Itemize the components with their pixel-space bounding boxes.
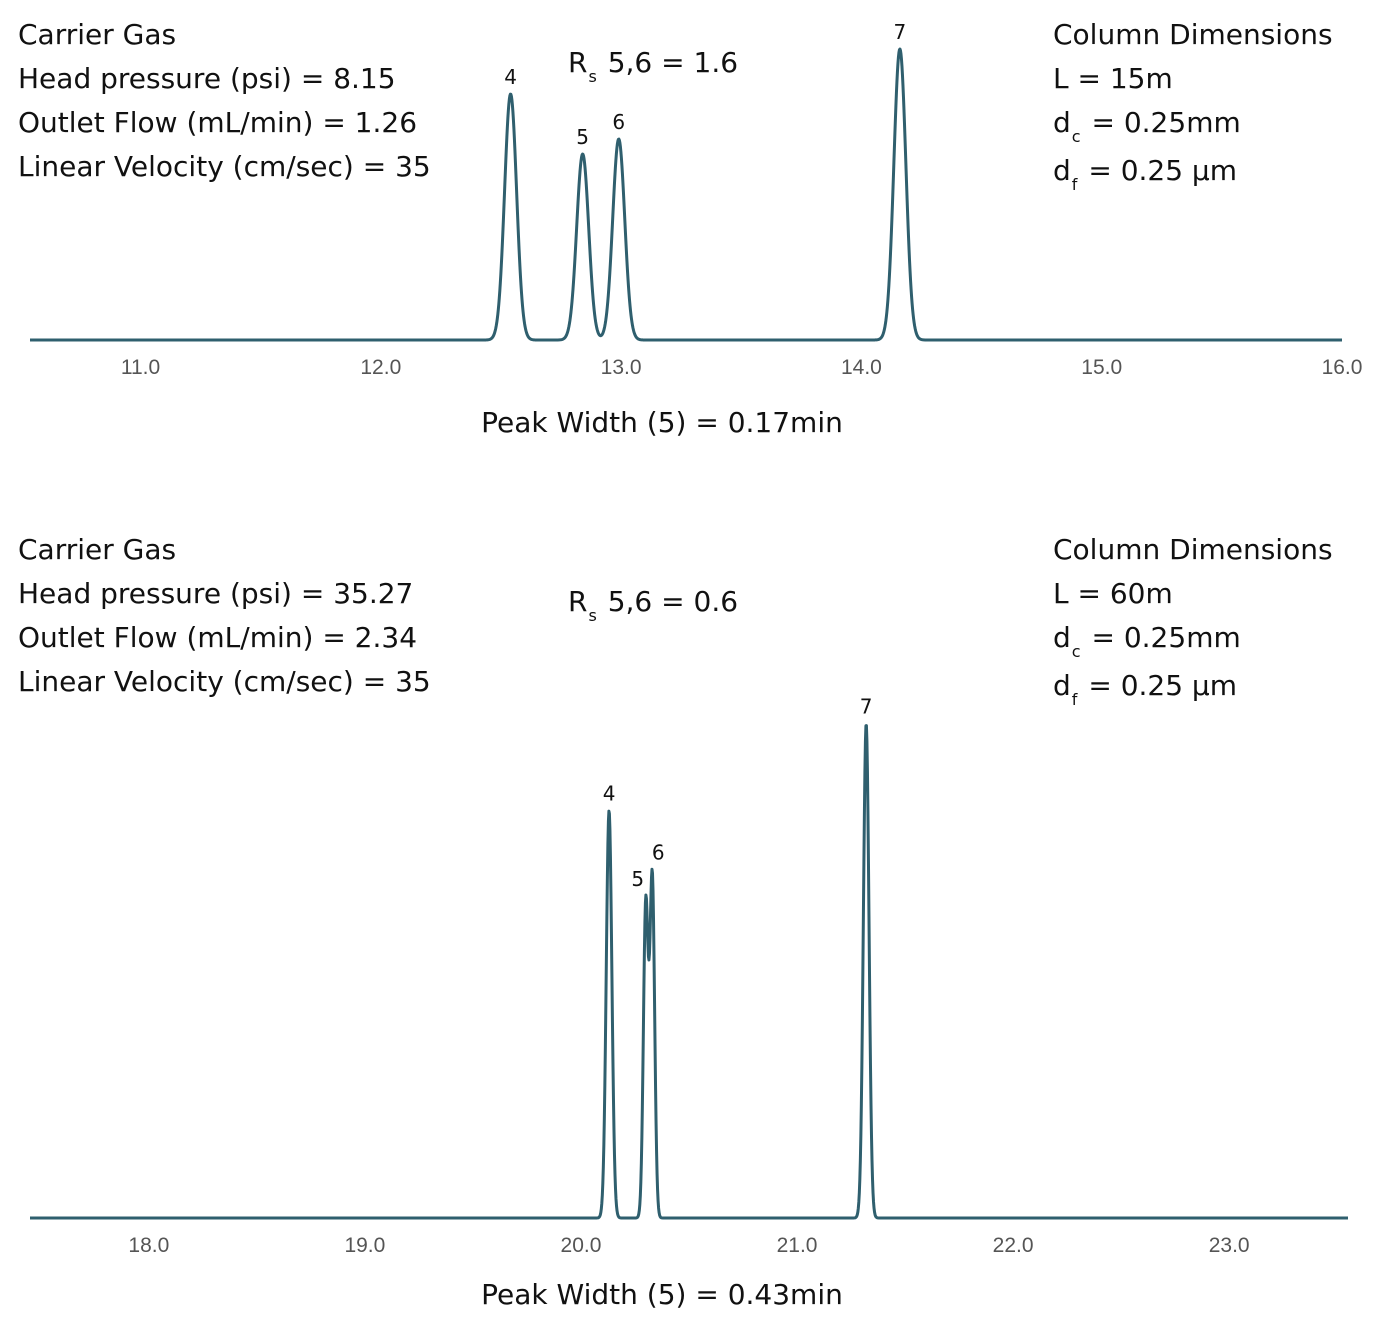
- column-dimensions-info: Column Dimensions L = 15m dc = 0.25mm df…: [1053, 13, 1333, 197]
- outlet-flow: Outlet Flow (mL/min) = 1.26: [18, 106, 418, 139]
- dc-symbol: d: [1053, 621, 1071, 654]
- df-value: = 0.25 μm: [1088, 154, 1238, 187]
- x-tick-label: 23.0: [1209, 1234, 1250, 1257]
- peak-label: 7: [893, 20, 906, 44]
- chromatogram-trace: [29, 724, 1349, 1220]
- resolution-label: Rs 5,6 = 1.6: [568, 46, 739, 86]
- x-tick-label: 22.0: [993, 1234, 1034, 1257]
- dc-subscript: c: [1071, 127, 1081, 146]
- x-tick-label: 18.0: [128, 1234, 169, 1257]
- rs-subscript: s: [588, 67, 597, 86]
- column-dimensions-heading: Column Dimensions: [1053, 18, 1333, 51]
- linear-velocity: Linear Velocity (cm/sec) = 35: [18, 665, 431, 698]
- x-tick-label: 19.0: [344, 1234, 385, 1257]
- resolution-label: Rs 5,6 = 0.6: [568, 585, 739, 625]
- rs-symbol: R: [568, 46, 588, 79]
- dc-subscript: c: [1071, 642, 1081, 661]
- peak-label: 4: [603, 782, 616, 806]
- peak-label: 7: [860, 695, 873, 719]
- df-value: = 0.25 μm: [1088, 669, 1238, 702]
- x-tick-label: 12.0: [360, 356, 401, 379]
- rs-value: 5,6 = 1.6: [607, 46, 739, 79]
- rs-subscript: s: [588, 606, 597, 625]
- film-thickness: df = 0.25 μm: [1053, 149, 1333, 197]
- peak-label: 6: [652, 841, 665, 865]
- x-tick-label: 15.0: [1081, 356, 1122, 379]
- peak-label: 6: [612, 110, 625, 134]
- head-pressure: Head pressure (psi) = 35.27: [18, 577, 414, 610]
- column-diameter: dc = 0.25mm: [1053, 616, 1333, 664]
- chromatogram-panel-60m: Carrier Gas Head pressure (psi) = 35.27 …: [0, 515, 1384, 1323]
- dc-symbol: d: [1053, 106, 1071, 139]
- column-dimensions-info: Column Dimensions L = 60m dc = 0.25mm df…: [1053, 528, 1333, 712]
- chromatogram-plot-15m: 11.0 12.0 13.0 14.0 15.0 16.0 4 56 7: [29, 20, 1363, 379]
- outlet-flow: Outlet Flow (mL/min) = 2.34: [18, 621, 418, 654]
- column-dimensions-heading: Column Dimensions: [1053, 533, 1333, 566]
- peak-width-label: Peak Width (5) = 0.17min: [481, 406, 843, 439]
- carrier-gas-heading: Carrier Gas: [18, 18, 177, 51]
- x-tick-label: 11.0: [121, 356, 160, 379]
- x-tick-label: 16.0: [1322, 356, 1363, 379]
- peak-label: 5: [576, 125, 589, 149]
- column-diameter: dc = 0.25mm: [1053, 101, 1333, 149]
- df-subscript: f: [1071, 175, 1078, 194]
- peak-label: 4: [504, 65, 517, 89]
- peak-label: 5: [631, 867, 644, 891]
- df-symbol: d: [1053, 669, 1071, 702]
- carrier-gas-info: Carrier Gas Head pressure (psi) = 35.27 …: [18, 528, 431, 704]
- x-tick-label: 20.0: [561, 1234, 602, 1257]
- chromatogram-plot-60m: 18.0 19.0 20.0 21.0 22.0 23.0 4 56 7: [29, 695, 1349, 1257]
- carrier-gas-heading: Carrier Gas: [18, 533, 177, 566]
- rs-symbol: R: [568, 585, 588, 618]
- linear-velocity: Linear Velocity (cm/sec) = 35: [18, 150, 431, 183]
- film-thickness: df = 0.25 μm: [1053, 664, 1333, 712]
- rs-value: 5,6 = 0.6: [607, 585, 739, 618]
- x-tick-label: 21.0: [777, 1234, 818, 1257]
- column-length: L = 15m: [1053, 62, 1173, 95]
- chromatogram-trace: [29, 47, 1343, 342]
- df-symbol: d: [1053, 154, 1071, 187]
- carrier-gas-info: Carrier Gas Head pressure (psi) = 8.15 O…: [18, 13, 431, 189]
- df-subscript: f: [1071, 690, 1078, 709]
- peak-width-label: Peak Width (5) = 0.43min: [481, 1278, 843, 1311]
- column-length: L = 60m: [1053, 577, 1173, 610]
- chromatogram-panel-15m: Carrier Gas Head pressure (psi) = 8.15 O…: [0, 0, 1384, 460]
- head-pressure: Head pressure (psi) = 8.15: [18, 62, 396, 95]
- dc-value: = 0.25mm: [1091, 621, 1241, 654]
- dc-value: = 0.25mm: [1091, 106, 1241, 139]
- x-tick-label: 13.0: [601, 356, 642, 379]
- x-tick-label: 14.0: [841, 356, 882, 379]
